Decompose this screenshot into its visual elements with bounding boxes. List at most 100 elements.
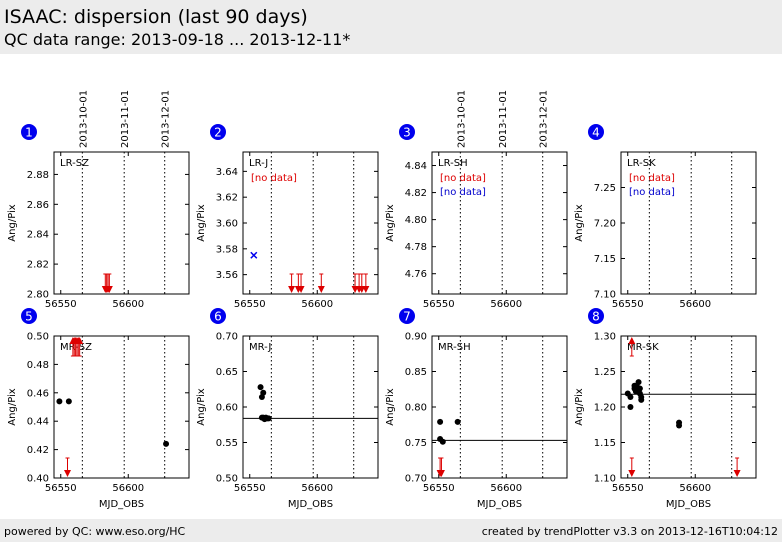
x-tick-label: 56600	[112, 483, 144, 494]
y-tick-label: 1.10	[594, 474, 616, 485]
data-point	[260, 389, 267, 396]
data-point	[56, 398, 63, 405]
x-tick-label: 56550	[612, 483, 644, 494]
y-tick-label: 3.60	[216, 219, 238, 230]
plot-frame	[242, 335, 379, 479]
plot-frame	[620, 151, 757, 295]
date-marker-label: 2013-10-01	[78, 90, 89, 148]
y-tick-label: 0.90	[405, 332, 427, 343]
outlier-arrow-head	[105, 286, 113, 293]
y-tick-label: 0.70	[216, 332, 238, 343]
series-label: MR-SH	[438, 342, 471, 353]
panel-8: 8 1.10 1.15 1.20 1.25 1.30 56550 56600 Ang/Pix MJ…	[574, 308, 757, 510]
date-marker-label: 2013-12-01	[539, 90, 550, 148]
date-marker-label: 2013-11-01	[120, 90, 131, 148]
y-tick-label: 0.46	[27, 388, 49, 399]
y-tick-label: 0.65	[216, 367, 238, 378]
series-label: MR-J	[249, 342, 271, 353]
panel-3: 3 2013-10-01 2013-11-01 2013-12-01 4.76 4.78 4…	[385, 90, 568, 310]
panel-6: 6 0.50 0.55 0.60 0.65 0.70 56550 56600 Ang/Pix MJ…	[196, 308, 379, 510]
x-tick-label: 56600	[490, 483, 522, 494]
x-axis-label: MJD_OBS	[666, 499, 711, 510]
no-data-note: [no data]	[440, 173, 486, 184]
y-tick-label: 0.50	[27, 332, 49, 343]
outlier-arrow-head	[362, 286, 370, 293]
series-label: MR-SK	[627, 342, 659, 353]
y-tick-label: 2.88	[27, 170, 49, 181]
panel-badge-number: 5	[25, 310, 33, 324]
y-tick-label: 3.62	[216, 193, 238, 204]
panel-badge-number: 8	[592, 310, 600, 324]
date-marker-label: 2013-12-01	[161, 90, 172, 148]
x-tick-label: 56600	[301, 483, 333, 494]
plot-frame	[620, 335, 757, 479]
data-point	[163, 440, 170, 447]
data-point	[265, 415, 272, 422]
y-tick-label: 3.64	[216, 167, 238, 178]
y-axis-label: Ang/Pix	[385, 388, 396, 425]
y-tick-label: 7.10	[594, 290, 616, 301]
y-tick-label: 2.80	[27, 290, 49, 301]
panel-badge	[399, 124, 415, 140]
y-tick-label: 1.15	[594, 438, 616, 449]
y-tick-label: 0.44	[27, 417, 49, 428]
plot-frame	[431, 335, 568, 479]
x-tick-label: 56600	[679, 483, 711, 494]
y-tick-label: 7.15	[594, 254, 616, 265]
series-label: LR-SZ	[60, 158, 89, 169]
y-axis-label: Ang/Pix	[196, 388, 207, 425]
plot-frame	[53, 335, 190, 479]
y-tick-label: 0.85	[405, 367, 427, 378]
footer-powered-by: powered by QC: www.eso.org/HC	[4, 525, 186, 538]
series-label: LR-SK	[627, 158, 656, 169]
panel-badge	[21, 308, 37, 324]
x-tick-label: 56550	[234, 299, 266, 310]
no-data-note: [no data]	[440, 187, 486, 198]
y-tick-label: 0.42	[27, 445, 49, 456]
panel-badge-number: 4	[592, 126, 600, 140]
footer-created-by: created by trendPlotter v3.3 on 2013-12-…	[481, 525, 778, 538]
date-marker-label: 2013-10-01	[456, 90, 467, 148]
outlier-arrow-head	[628, 470, 636, 477]
x-tick-label: 56550	[423, 483, 455, 494]
data-point	[635, 379, 642, 386]
outlier-arrow-head	[76, 337, 84, 344]
x-axis-label: MJD_OBS	[477, 499, 522, 510]
page-subtitle: QC data range: 2013-09-18 ... 2013-12-11…	[4, 30, 351, 49]
y-axis-label: Ang/Pix	[385, 204, 396, 241]
series-label: LR-SH	[438, 158, 468, 169]
plots-area: 1 2013-10-01 2013-11-01 2013-12-01 2.80 2.82 2…	[0, 54, 782, 519]
y-tick-label: 2.86	[27, 200, 49, 211]
plot-frame	[53, 151, 190, 295]
y-tick-label: 2.84	[27, 230, 49, 241]
y-tick-label: 4.84	[405, 161, 427, 172]
y-tick-label: 1.25	[594, 367, 616, 378]
x-tick-label: 56600	[679, 299, 711, 310]
no-data-note: [no data]	[251, 173, 297, 184]
y-axis-label: Ang/Pix	[574, 388, 585, 425]
y-tick-label: 1.30	[594, 332, 616, 343]
panel-badge-number: 2	[214, 126, 222, 140]
data-point	[65, 398, 72, 405]
y-tick-label: 4.82	[405, 188, 427, 199]
outlier-arrow-head	[628, 337, 636, 344]
data-point	[437, 418, 444, 425]
plot-frame	[242, 151, 379, 295]
panel-4: 4 7.10 7.15 7.20 7.25 56550 56600 Ang/Pix LR-SK […	[574, 124, 757, 310]
y-tick-label: 0.70	[405, 474, 427, 485]
x-tick-label: 56600	[112, 299, 144, 310]
outlier-arrow-head	[288, 286, 296, 293]
x-tick-label: 56600	[490, 299, 522, 310]
y-tick-label: 4.80	[405, 215, 427, 226]
panel-badge	[210, 308, 226, 324]
x-tick-label: 56550	[234, 483, 266, 494]
plots-svg: 1 2013-10-01 2013-11-01 2013-12-01 2.80 2.82 2…	[7, 90, 757, 510]
y-tick-label: 0.75	[405, 438, 427, 449]
panel-badge-number: 6	[214, 310, 222, 324]
y-tick-label: 7.25	[594, 183, 616, 194]
y-tick-label: 4.76	[405, 269, 427, 280]
data-point	[676, 422, 683, 429]
x-tick-label: 56550	[45, 299, 77, 310]
header-bar: ISAAC: dispersion (last 90 days) QC data…	[0, 0, 782, 54]
date-marker-label: 2013-11-01	[498, 90, 509, 148]
